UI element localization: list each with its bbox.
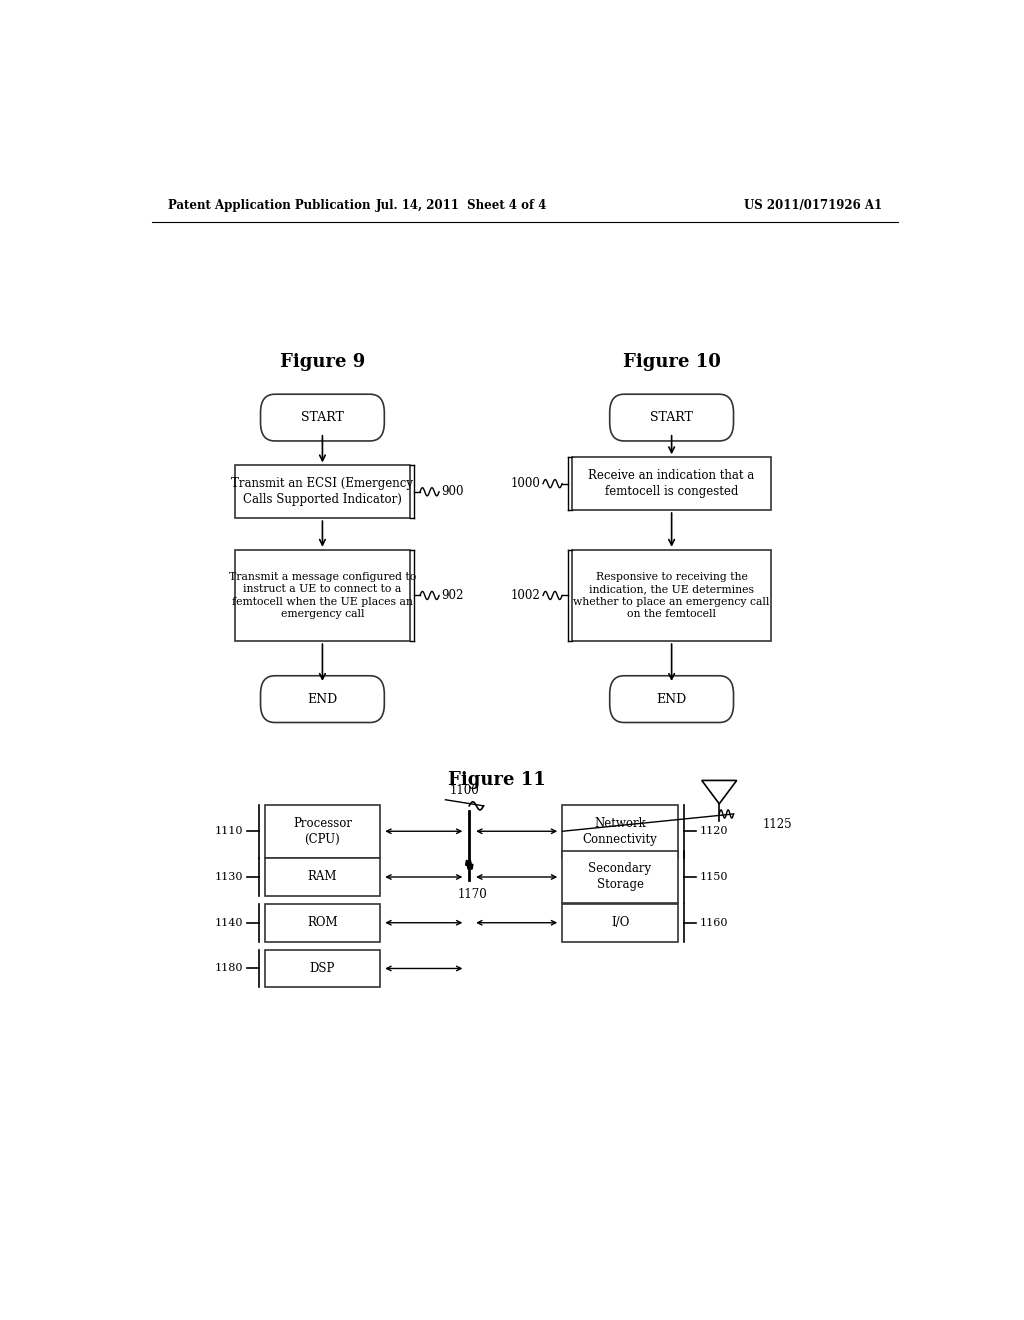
Text: I/O: I/O <box>611 916 629 929</box>
Bar <box>265 805 380 858</box>
Bar <box>562 805 678 858</box>
Bar <box>562 904 678 941</box>
Text: 1140: 1140 <box>214 917 243 928</box>
FancyBboxPatch shape <box>609 395 733 441</box>
Text: Transmit an ECSI (Emergency
Calls Supported Indicator): Transmit an ECSI (Emergency Calls Suppor… <box>231 478 414 507</box>
Text: END: END <box>656 693 687 706</box>
Text: 1125: 1125 <box>763 817 793 830</box>
Bar <box>572 549 771 642</box>
Text: Processor
(CPU): Processor (CPU) <box>293 817 352 846</box>
Text: 900: 900 <box>441 486 464 498</box>
Text: ROM: ROM <box>307 916 338 929</box>
Text: 902: 902 <box>441 589 464 602</box>
Text: 1180: 1180 <box>214 964 243 973</box>
Bar <box>236 549 410 642</box>
Bar <box>265 949 380 987</box>
Text: RAM: RAM <box>307 870 337 883</box>
Text: Jul. 14, 2011  Sheet 4 of 4: Jul. 14, 2011 Sheet 4 of 4 <box>376 198 547 211</box>
Text: Responsive to receiving the
indication, the UE determines
whether to place an em: Responsive to receiving the indication, … <box>573 572 770 619</box>
Text: 1120: 1120 <box>699 826 728 837</box>
Bar <box>265 904 380 941</box>
Text: 1100: 1100 <box>450 784 479 797</box>
Text: 1150: 1150 <box>699 873 728 882</box>
FancyBboxPatch shape <box>609 676 733 722</box>
Bar <box>265 858 380 896</box>
Bar <box>236 466 410 519</box>
Text: END: END <box>307 693 338 706</box>
Text: DSP: DSP <box>309 962 335 975</box>
FancyBboxPatch shape <box>260 676 384 722</box>
Text: Receive an indication that a
femtocell is congested: Receive an indication that a femtocell i… <box>589 469 755 498</box>
Text: Patent Application Publication: Patent Application Publication <box>168 198 371 211</box>
Text: START: START <box>301 411 344 424</box>
Text: Figure 11: Figure 11 <box>449 771 546 789</box>
Text: 1130: 1130 <box>214 873 243 882</box>
Text: Transmit a message configured to
instruct a UE to connect to a
femtocell when th: Transmit a message configured to instruc… <box>228 572 416 619</box>
Text: 1160: 1160 <box>699 917 728 928</box>
Text: 1000: 1000 <box>511 477 541 490</box>
FancyBboxPatch shape <box>260 395 384 441</box>
Text: START: START <box>650 411 693 424</box>
Text: Figure 9: Figure 9 <box>280 352 366 371</box>
Text: 1110: 1110 <box>214 826 243 837</box>
Text: Secondary
Storage: Secondary Storage <box>589 862 651 891</box>
Bar <box>572 457 771 510</box>
Text: US 2011/0171926 A1: US 2011/0171926 A1 <box>743 198 882 211</box>
Bar <box>562 850 678 903</box>
Text: 1170: 1170 <box>458 888 487 902</box>
Text: Network
Connectivity: Network Connectivity <box>583 817 657 846</box>
Text: Figure 10: Figure 10 <box>623 352 721 371</box>
Text: 1002: 1002 <box>511 589 541 602</box>
